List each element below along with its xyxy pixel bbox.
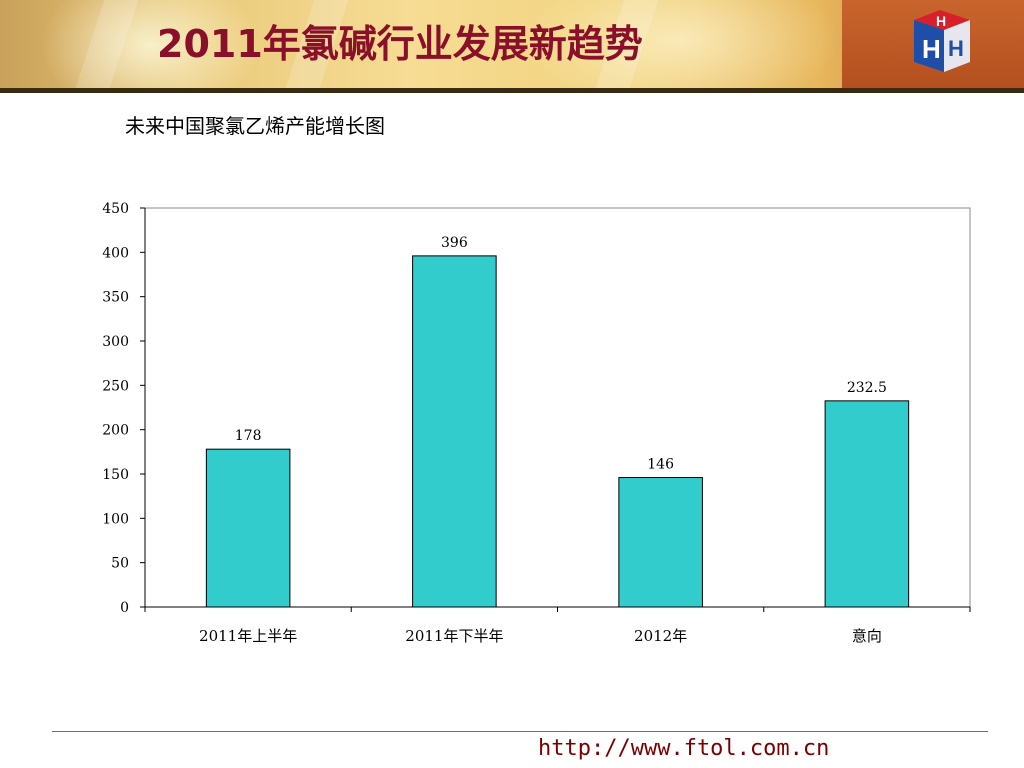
y-tick-label: 300 xyxy=(102,334,129,350)
svg-text:H: H xyxy=(922,34,941,64)
y-tick-label: 150 xyxy=(102,467,129,483)
header-glow xyxy=(40,0,260,88)
header-banner: H H H 2011年氯碱行业发展新趋势 xyxy=(0,0,1024,88)
data-label: 396 xyxy=(441,235,468,251)
page-title: 2011年氯碱行业发展新趋势 xyxy=(157,22,643,66)
y-tick-label: 0 xyxy=(120,600,129,616)
data-label: 232.5 xyxy=(847,380,887,396)
y-tick-label: 400 xyxy=(102,245,129,261)
x-tick-label: 2012年 xyxy=(634,627,687,645)
x-tick-label: 2011年下半年 xyxy=(405,627,503,645)
y-tick-label: 100 xyxy=(102,511,129,527)
chart-title: 未来中国聚氯乙烯产能增长图 xyxy=(125,114,385,138)
bar xyxy=(824,400,910,608)
bar xyxy=(412,255,497,608)
hh-cube-logo-icon: H H H xyxy=(914,10,970,72)
x-tick-label: 意向 xyxy=(852,627,882,645)
footer-link[interactable]: http://www.ftol.com.cn xyxy=(538,736,830,761)
header-glow xyxy=(520,0,840,88)
header-divider xyxy=(0,88,1024,93)
y-tick-label: 200 xyxy=(102,423,129,439)
logo-panel: H H H xyxy=(842,0,1024,88)
y-tick-label: 50 xyxy=(111,556,129,572)
bar xyxy=(205,448,291,608)
footer-divider xyxy=(52,731,988,732)
svg-text:H: H xyxy=(948,36,964,61)
bar xyxy=(618,477,703,608)
y-tick-label: 450 xyxy=(102,201,129,217)
y-tick-label: 350 xyxy=(102,290,129,306)
svg-text:H: H xyxy=(936,13,946,29)
y-tick-label: 250 xyxy=(102,378,129,394)
x-tick-label: 2011年上半年 xyxy=(199,627,297,645)
data-label: 178 xyxy=(235,428,262,444)
data-label: 146 xyxy=(647,457,674,473)
